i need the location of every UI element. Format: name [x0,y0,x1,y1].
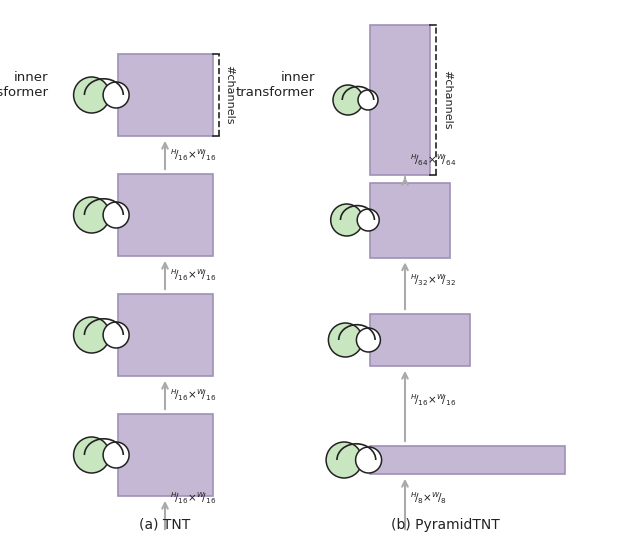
Text: $^{H}\!/_{16}$$\times$$^{W}\!/_{16}$: $^{H}\!/_{16}$$\times$$^{W}\!/_{16}$ [170,147,216,163]
Text: inner
transformer: inner transformer [236,71,315,99]
Bar [117,174,213,256]
Bar [370,25,430,175]
Circle shape [331,204,363,236]
Circle shape [103,82,129,108]
Circle shape [103,202,129,228]
Circle shape [357,209,379,231]
Text: (b) PyramidTNT: (b) PyramidTNT [391,518,499,532]
Bar [117,414,213,496]
Circle shape [326,442,362,478]
Text: $^{H}\!/_{32}$$\times$$^{W}\!/_{32}$: $^{H}\!/_{32}$$\times$$^{W}\!/_{32}$ [410,272,456,288]
Circle shape [74,77,109,113]
Circle shape [355,447,381,473]
Circle shape [74,317,109,353]
Text: $^{H}\!/_{16}$$\times$$^{W}\!/_{16}$: $^{H}\!/_{16}$$\times$$^{W}\!/_{16}$ [170,387,216,403]
Text: #channels: #channels [442,70,452,130]
Text: inner
transformer: inner transformer [0,71,48,99]
Text: (a) TNT: (a) TNT [140,518,190,532]
Circle shape [328,323,362,357]
Bar [117,54,213,136]
Circle shape [74,437,109,473]
Bar [370,183,450,257]
Text: $^{H}\!/_{16}$$\times$$^{W}\!/_{16}$: $^{H}\!/_{16}$$\times$$^{W}\!/_{16}$ [170,267,216,283]
Circle shape [357,328,381,352]
Bar [117,294,213,376]
Circle shape [103,322,129,348]
Text: $^{H}\!/_{16}$$\times$$^{W}\!/_{16}$: $^{H}\!/_{16}$$\times$$^{W}\!/_{16}$ [170,490,216,506]
Text: $^{H}\!/_{64}$$\times$$^{W}\!/_{64}$: $^{H}\!/_{64}$$\times$$^{W}\!/_{64}$ [410,152,456,168]
Text: $^{H}\!/_{16}$$\times$$^{W}\!/_{16}$: $^{H}\!/_{16}$$\times$$^{W}\!/_{16}$ [410,392,456,408]
Circle shape [103,442,129,468]
Bar [370,314,470,366]
Bar [370,446,565,474]
Circle shape [333,85,363,115]
Text: #channels: #channels [224,65,234,125]
Text: $^{H}\!/_{8}$$\times$$^{W}\!/_{8}$: $^{H}\!/_{8}$$\times$$^{W}\!/_{8}$ [410,490,447,506]
Circle shape [74,197,109,233]
Circle shape [358,90,378,110]
